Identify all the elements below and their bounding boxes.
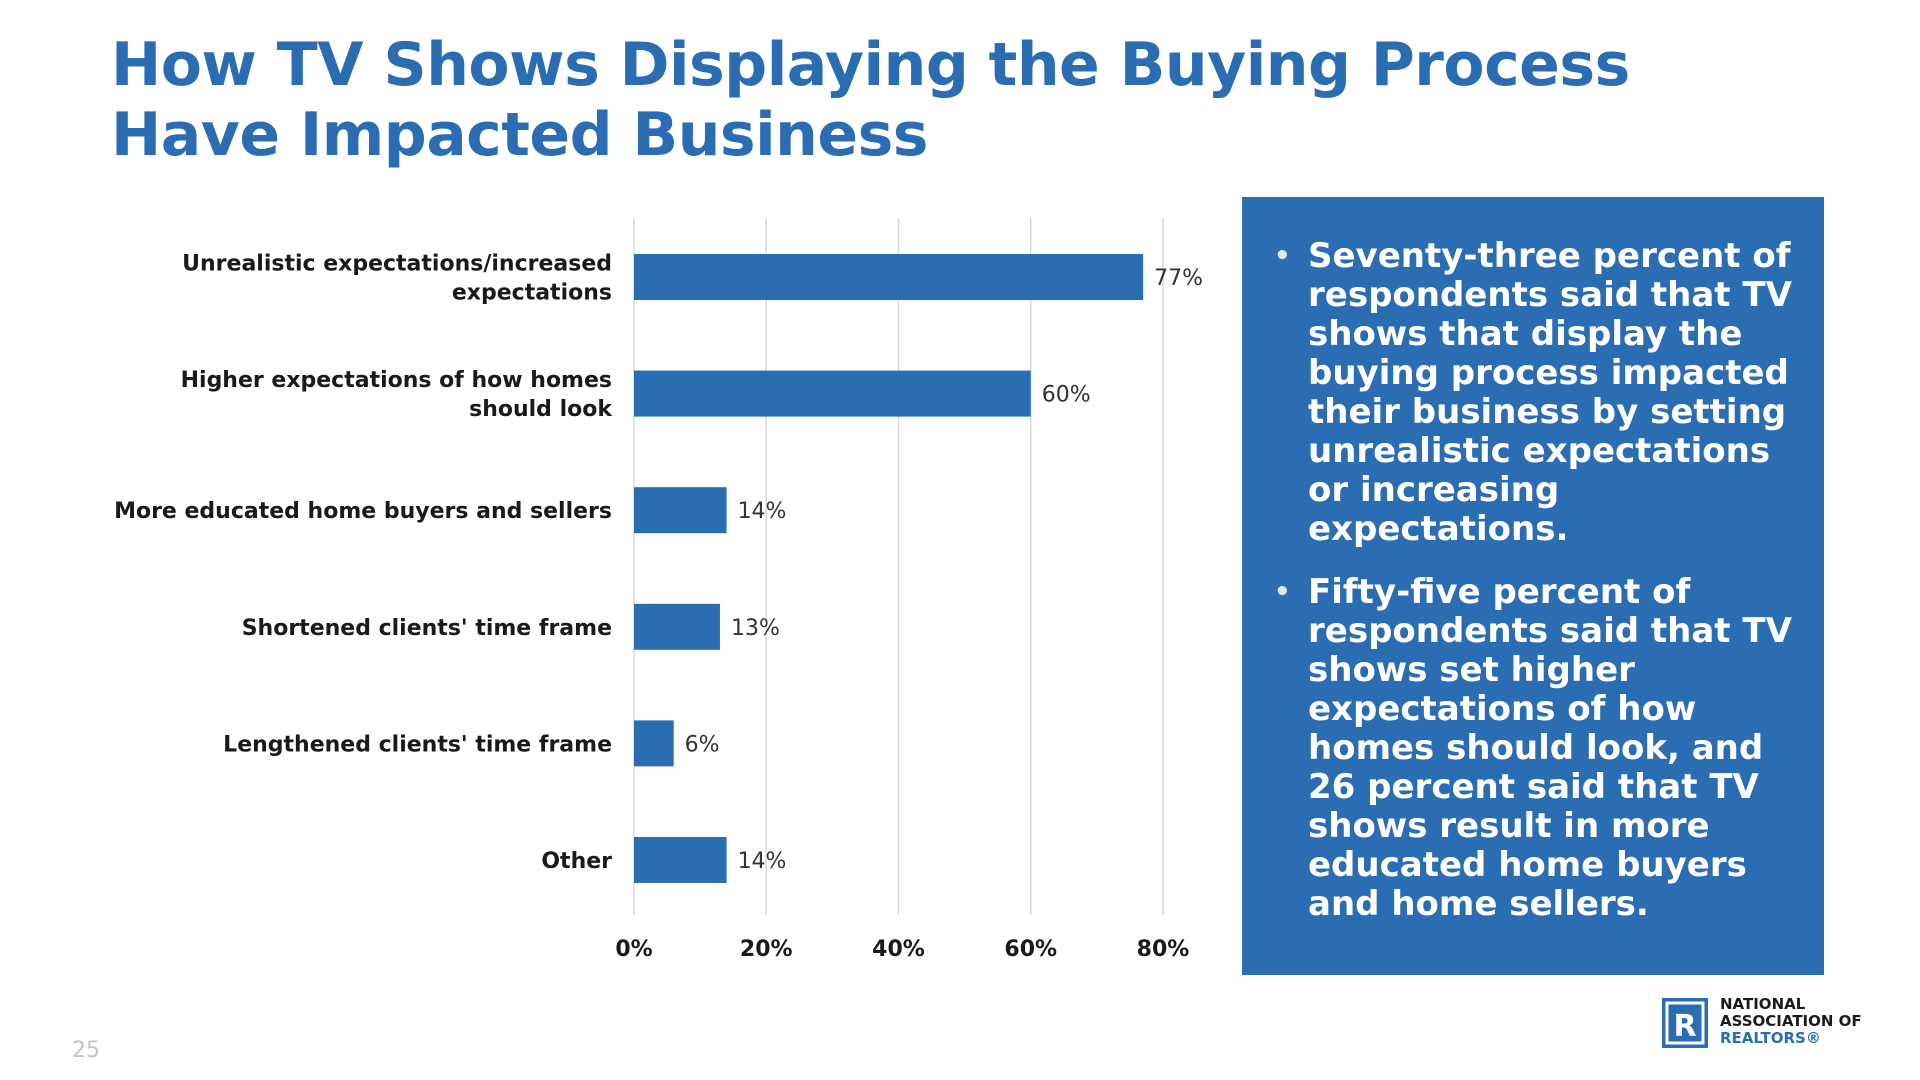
x-tick-label: 80% xyxy=(1137,937,1190,962)
chart-gridlines xyxy=(633,218,1164,915)
category-label-line: expectations xyxy=(452,281,612,306)
category-label: Other xyxy=(541,849,612,874)
x-tick-label: 40% xyxy=(872,937,925,962)
category-label: More educated home buyers and sellers xyxy=(114,499,612,524)
bullet-dot-icon: • xyxy=(1274,577,1291,607)
category-label-line: Other xyxy=(541,849,612,874)
summary-panel: • Seventy-three percent of respondents s… xyxy=(1242,197,1824,975)
data-label: 14% xyxy=(738,849,787,874)
category-label: Higher expectations of how homes should l… xyxy=(181,368,614,422)
bar xyxy=(634,254,1144,300)
realtor-r-logo-icon: R xyxy=(1662,998,1708,1048)
logo-mark-letter: R xyxy=(1673,1009,1696,1044)
data-label: 14% xyxy=(738,499,787,524)
bar xyxy=(634,603,720,650)
data-label: 6% xyxy=(685,732,720,757)
bar xyxy=(634,370,1031,417)
category-label-line: Lengthened clients' time frame xyxy=(223,732,612,757)
logo-text: NATIONAL ASSOCIATION OF REALTORS® xyxy=(1720,996,1862,1047)
category-label-line: should look xyxy=(469,397,613,422)
bar xyxy=(634,487,727,534)
chart-labels: 0% 20% 40% 60% 80% 77% Unrealistic expectation… xyxy=(114,252,1203,963)
bar xyxy=(634,837,727,883)
summary-bullet-item: • Fifty-five percent of respondents said… xyxy=(1270,573,1798,924)
bullet-dot-icon: • xyxy=(1274,241,1291,271)
title-line-2: Have Impacted Business xyxy=(111,100,929,170)
x-tick-label: 60% xyxy=(1004,937,1057,962)
title-line-1: How TV Shows Displaying the Buying Proce… xyxy=(111,30,1630,100)
data-label: 13% xyxy=(731,616,780,641)
data-label: 60% xyxy=(1042,383,1091,408)
category-label-line: Unrealistic expectations/increased xyxy=(182,252,612,277)
nar-logo: R NATIONAL ASSOCIATION OF REALTORS® xyxy=(1662,996,1882,1052)
summary-bullet-item: • Seventy-three percent of respondents s… xyxy=(1270,237,1798,549)
category-label: Lengthened clients' time frame xyxy=(223,732,612,757)
x-tick-label: 20% xyxy=(740,937,793,962)
summary-bullet-text: Fifty-five percent of respondents said t… xyxy=(1308,572,1792,924)
category-label: Shortened clients' time frame xyxy=(242,616,612,641)
page-title: How TV Shows Displaying the Buying Proce… xyxy=(111,30,1711,170)
summary-bullet-list: • Seventy-three percent of respondents s… xyxy=(1270,237,1798,924)
category-label-line: Shortened clients' time frame xyxy=(242,616,612,641)
x-tick-label: 0% xyxy=(615,937,652,962)
category-label: Unrealistic expectations/increased expect… xyxy=(182,252,612,306)
category-label-line: More educated home buyers and sellers xyxy=(114,499,612,524)
logo-line-2: ASSOCIATION OF xyxy=(1720,1012,1862,1030)
summary-bullet-text: Seventy-three percent of respondents sai… xyxy=(1308,236,1792,549)
data-label: 77% xyxy=(1154,266,1203,291)
bar xyxy=(634,720,674,767)
bar-chart: 0% 20% 40% 60% 80% 77% Unrealistic expectation… xyxy=(114,218,1203,963)
chart-bars xyxy=(634,254,1144,883)
category-label-line: Higher expectations of how homes xyxy=(181,368,612,393)
logo-line-1: NATIONAL xyxy=(1720,995,1806,1013)
page-number: 25 xyxy=(72,1038,100,1063)
logo-line-3: REALTORS® xyxy=(1720,1029,1821,1047)
